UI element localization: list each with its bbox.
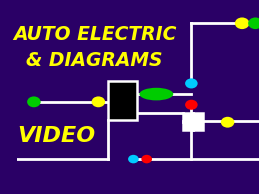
- Text: VIDEO: VIDEO: [17, 126, 95, 146]
- Circle shape: [185, 100, 198, 110]
- Circle shape: [221, 117, 234, 128]
- Circle shape: [27, 96, 41, 107]
- Bar: [183, 113, 204, 130]
- Text: & DIAGRAMS: & DIAGRAMS: [26, 51, 163, 70]
- Circle shape: [92, 96, 105, 107]
- Circle shape: [235, 17, 249, 29]
- Ellipse shape: [139, 88, 173, 100]
- Circle shape: [185, 78, 198, 88]
- Text: AUTO ELECTRIC: AUTO ELECTRIC: [13, 25, 176, 44]
- Bar: [108, 81, 137, 120]
- Circle shape: [128, 155, 139, 163]
- Circle shape: [248, 17, 259, 29]
- Circle shape: [141, 155, 152, 163]
